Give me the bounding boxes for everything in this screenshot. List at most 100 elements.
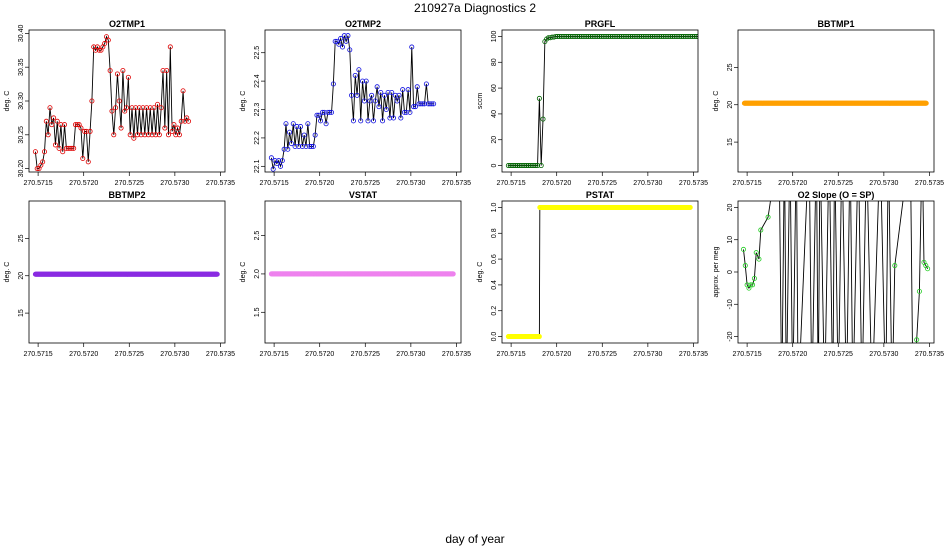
panel-title: O2 Slope (O = SP) <box>798 190 875 200</box>
data-point <box>156 132 162 138</box>
data-point <box>56 145 62 151</box>
data-point <box>345 33 351 39</box>
data-point <box>87 128 93 134</box>
data-point <box>330 81 336 87</box>
x-tick-label: 270.5735 <box>915 351 944 358</box>
data-point <box>360 78 366 84</box>
data-point <box>32 149 38 155</box>
data-point <box>411 104 417 110</box>
plot-area <box>740 201 931 343</box>
data-point <box>642 33 648 39</box>
data-point <box>385 89 391 95</box>
panel-title: VSTAT <box>349 190 378 200</box>
y-tick-label: 2.0 <box>254 269 261 279</box>
data-point <box>679 33 685 39</box>
x-tick-label: 270.5725 <box>824 351 853 358</box>
plot-frame <box>737 29 935 173</box>
data-point <box>427 101 433 107</box>
data-point <box>383 107 389 113</box>
data-point <box>52 142 58 148</box>
data-point <box>365 118 371 124</box>
y-tick-label: 30.30 <box>18 92 25 110</box>
data-point <box>54 118 60 124</box>
data-point <box>638 33 644 39</box>
data-point <box>640 33 646 39</box>
data-point <box>700 34 704 38</box>
data-point <box>369 92 375 98</box>
data-point <box>648 33 654 39</box>
series-line <box>508 36 698 166</box>
y-axis-label: deg. C <box>240 262 247 283</box>
y-tick-label: 0.2 <box>491 306 498 316</box>
y-tick-label: 15 <box>727 138 734 146</box>
y-tick-label: 20 <box>18 272 25 280</box>
data-point <box>281 146 287 152</box>
data-point <box>666 33 672 39</box>
y-tick-label: 25 <box>727 63 734 71</box>
x-tick-label: 270.5720 <box>542 180 571 187</box>
data-point <box>624 33 630 39</box>
x-tick-label: 270.5735 <box>915 180 944 187</box>
data-point <box>524 163 530 169</box>
data-point <box>113 105 119 111</box>
panel-title: O2TMP2 <box>345 19 381 29</box>
data-point <box>341 33 347 39</box>
data-point <box>329 109 335 115</box>
x-tick-label: 270.5735 <box>679 180 708 187</box>
data-point <box>673 33 679 39</box>
data-point <box>684 33 690 39</box>
y-tick-label: 0.8 <box>491 228 498 238</box>
data-point <box>367 98 373 104</box>
data-point <box>270 166 276 172</box>
data-point <box>349 92 355 98</box>
data-point <box>595 33 601 39</box>
data-point <box>750 282 756 288</box>
data-point <box>629 33 635 39</box>
x-tick-label: 270.5720 <box>69 180 98 187</box>
data-point <box>290 121 296 127</box>
data-point <box>682 33 688 39</box>
data-point <box>401 109 407 115</box>
y-tick-label: 0.0 <box>491 332 498 342</box>
data-point <box>571 33 577 39</box>
data-point <box>535 163 541 169</box>
y-axis-label: deg. C <box>240 91 247 112</box>
data-point <box>308 143 314 149</box>
y-tick-label: 22.3 <box>254 103 261 117</box>
y-tick-label: -10 <box>727 299 734 309</box>
data-point <box>305 121 311 127</box>
data-point <box>158 105 164 111</box>
data-point <box>69 145 75 151</box>
x-tick-label: 270.5735 <box>206 351 235 358</box>
data-point <box>149 132 155 138</box>
data-point <box>165 132 171 138</box>
data-point <box>425 101 431 107</box>
data-point <box>47 105 53 111</box>
x-tick-label: 270.5715 <box>497 351 526 358</box>
data-point <box>387 115 393 121</box>
y-tick-label: 100 <box>491 31 498 43</box>
data-point <box>307 143 313 149</box>
panel-5: VSTAT 270.5715 270.5720 270.5725 270.5730 270… <box>240 190 471 358</box>
data-point <box>381 92 387 98</box>
series-line <box>34 35 189 170</box>
data-point <box>518 163 524 169</box>
data-point <box>303 143 309 149</box>
data-point <box>145 132 151 138</box>
data-point <box>703 34 707 38</box>
data-point <box>151 105 157 111</box>
data-point <box>664 33 670 39</box>
data-point <box>409 44 415 50</box>
panel-3: BBTMP1 270.5715 270.5720 270.5725 270.5730 27… <box>713 19 944 187</box>
data-point <box>363 78 369 84</box>
data-point <box>591 33 597 39</box>
data-point <box>622 33 628 39</box>
data-point <box>507 163 513 169</box>
data-point <box>522 163 528 169</box>
data-point <box>560 33 566 39</box>
data-point <box>120 68 126 74</box>
data-point <box>597 33 603 39</box>
data-point <box>65 145 71 151</box>
data-point <box>167 44 173 50</box>
plot-area <box>268 271 456 277</box>
